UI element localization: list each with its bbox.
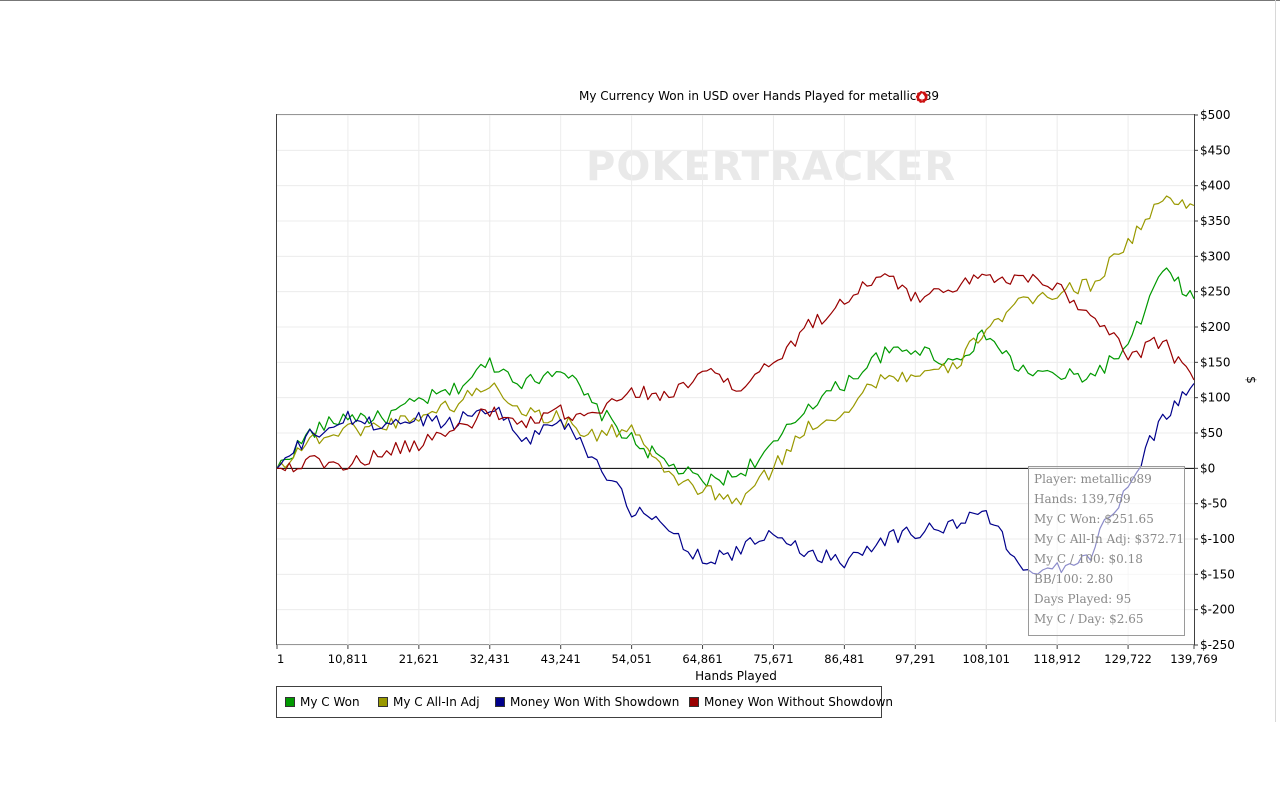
- watermark: POKERTRACKER: [586, 144, 957, 190]
- tooltip-allin-adj: My C All-In Adj: $372.71: [1034, 532, 1185, 546]
- x-axis-ticks: 1 10,811 21,621 32,431 43,241 54,051 64,861 75,…: [276, 645, 1218, 666]
- x-tick-label: 43,241: [541, 652, 581, 666]
- x-tick-label: 54,051: [611, 652, 651, 666]
- x-axis-label: Hands Played: [695, 669, 777, 683]
- y-tick-label: $250: [1200, 285, 1231, 299]
- y-tick-label: $500: [1200, 108, 1231, 122]
- legend-swatch-blue: [495, 697, 505, 707]
- y-tick-label: $350: [1200, 214, 1231, 228]
- x-tick-label: 118,912: [1033, 652, 1081, 666]
- y-tick-label: $200: [1200, 320, 1231, 334]
- x-tick-label: 86,481: [824, 652, 864, 666]
- x-tick-label: 32,431: [470, 652, 510, 666]
- y-tick-label: $-200: [1200, 603, 1235, 617]
- legend-label: My C All-In Adj: [393, 695, 480, 709]
- legend-swatch-olive: [378, 697, 388, 707]
- x-tick-label: 21,621: [399, 652, 439, 666]
- tooltip-bb-100: BB/100: 2.80: [1034, 572, 1114, 586]
- spade-chip-icon: [915, 90, 929, 104]
- x-tick-label: 1: [277, 652, 284, 666]
- tooltip-per-100: My C / 100: $0.18: [1034, 552, 1143, 566]
- tooltip-player: Player: metallico89: [1034, 472, 1152, 486]
- grid: [277, 114, 1194, 646]
- series-line-money-won-without-showdown: [276, 273, 1195, 473]
- y-axis-label: $: [1244, 376, 1258, 384]
- series-line-my-c-all-in-adj: [276, 195, 1195, 506]
- tooltip-hands: Hands: 139,769: [1034, 492, 1131, 506]
- y-tick-label: $100: [1200, 391, 1231, 405]
- y-tick-label: $150: [1200, 355, 1231, 369]
- y-tick-label: $0: [1200, 461, 1215, 475]
- legend-label: Money Won Without Showdown: [704, 695, 893, 709]
- x-tick-label: 64,861: [682, 652, 722, 666]
- x-tick-label: 97,291: [895, 652, 935, 666]
- top-border: [0, 0, 1280, 1]
- chart-title: My Currency Won in USD over Hands Played…: [579, 89, 940, 103]
- y-tick-label: $50: [1200, 426, 1223, 440]
- y-tick-label: $-100: [1200, 532, 1235, 546]
- y-tick-label: $-50: [1200, 497, 1227, 511]
- y-tick-label: $400: [1200, 179, 1231, 193]
- legend-swatch-green: [285, 697, 295, 707]
- legend-item-my-c-won[interactable]: My C Won: [285, 695, 360, 709]
- legend-item-all-in-adj[interactable]: My C All-In Adj: [378, 695, 480, 709]
- y-tick-label: $-250: [1200, 638, 1235, 652]
- tooltip-days-played: Days Played: 95: [1034, 592, 1132, 606]
- hover-tooltip: Player: metallico89 Hands: 139,769 My C …: [1028, 466, 1185, 636]
- legend-item-with-showdown[interactable]: Money Won With Showdown: [495, 695, 679, 709]
- x-tick-label: 108,101: [962, 652, 1010, 666]
- x-tick-label: 129,722: [1104, 652, 1152, 666]
- legend: My C Won My C All-In Adj Money Won With …: [276, 686, 893, 718]
- y-tick-label: $450: [1200, 143, 1231, 157]
- series-line-my-c-won: [276, 267, 1195, 487]
- right-border: [1275, 0, 1276, 722]
- tooltip-per-day: My C / Day: $2.65: [1034, 612, 1144, 626]
- legend-label: Money Won With Showdown: [510, 695, 680, 709]
- x-tick-label: 75,671: [753, 652, 793, 666]
- legend-swatch-red: [689, 697, 699, 707]
- y-axis-ticks: $500 $450 $400 $350 $300 $250 $200 $150 $100 $50 $…: [1194, 108, 1235, 652]
- x-tick-label: 139,769: [1170, 652, 1218, 666]
- legend-item-without-showdown[interactable]: Money Won Without Showdown: [689, 695, 893, 709]
- legend-label: My C Won: [300, 695, 360, 709]
- y-tick-label: $-150: [1200, 567, 1235, 581]
- x-tick-label: 10,811: [328, 652, 368, 666]
- tooltip-won: My C Won: $251.65: [1034, 512, 1154, 526]
- y-tick-label: $300: [1200, 249, 1231, 263]
